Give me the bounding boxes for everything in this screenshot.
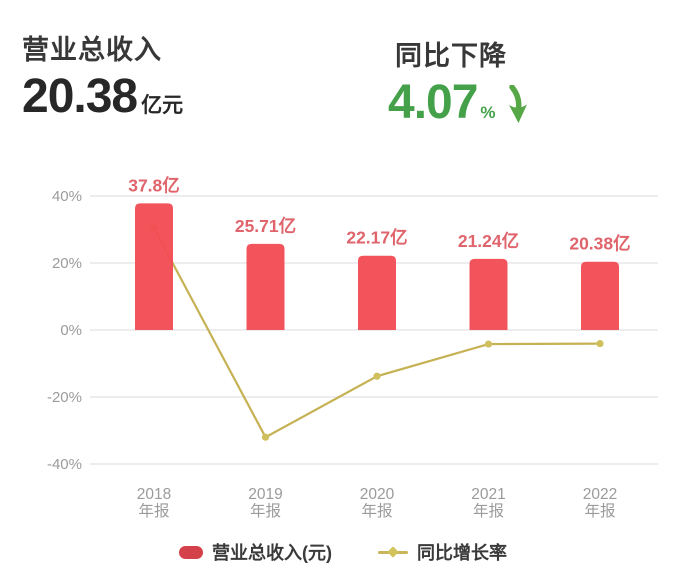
bar-value-label: 22.17亿 <box>346 228 407 248</box>
yoy-decline-value: 4.07 <box>388 76 478 129</box>
x-tick-label: 2019 <box>248 486 282 503</box>
y-tick-label: 20% <box>52 255 82 272</box>
x-tick-label: 2021 <box>471 486 505 503</box>
revenue-growth-chart: 40% 20% 0% -20% -40% 37.8亿 25.71亿 22.17亿 21.24亿 2… <box>47 175 658 520</box>
growth-point-marker <box>484 340 493 348</box>
revenue-bar <box>469 258 508 330</box>
down-arrow-icon <box>504 84 531 130</box>
bar-value-label: 20.38亿 <box>569 234 630 254</box>
total-revenue-value-row: 20.38 亿元 <box>22 70 184 123</box>
x-tick-sublabel: 年报 <box>250 502 281 520</box>
bar-value-label: 37.8亿 <box>128 175 180 195</box>
bar-value-label: 21.24亿 <box>458 231 519 251</box>
y-tick-label: -40% <box>47 456 82 473</box>
x-tick-sublabel: 年报 <box>361 502 392 520</box>
total-revenue-value: 20.38 <box>22 70 138 123</box>
bar-series-swatch-icon <box>179 545 203 559</box>
revenue-bar <box>358 255 396 330</box>
x-tick-sublabel: 年报 <box>138 502 169 520</box>
legend-item-revenue: 营业总收入(元) <box>179 539 332 565</box>
legend-label-growth: 同比增长率 <box>417 543 507 563</box>
legend-item-growth: 同比增长率 <box>378 539 507 565</box>
bar-value-label: 25.71亿 <box>235 216 296 236</box>
yoy-decline-title: 同比下降 <box>395 41 507 71</box>
yoy-decline-value-row: 4.07 % <box>388 76 531 130</box>
y-tick-label: -20% <box>47 389 82 406</box>
y-tick-label: 0% <box>60 322 82 339</box>
revenue-bar <box>246 243 285 330</box>
total-revenue-unit: 亿元 <box>141 94 184 117</box>
x-tick-label: 2020 <box>360 486 395 503</box>
growth-point-marker <box>373 372 381 380</box>
x-tick-sublabel: 年报 <box>473 502 504 520</box>
growth-point-marker <box>596 340 604 348</box>
x-tick-label: 2022 <box>583 486 617 503</box>
total-revenue-title: 营业总收入 <box>22 35 162 65</box>
x-tick-label: 2018 <box>137 486 171 503</box>
yoy-decline-stat: 同比下降 4.07 % <box>388 34 531 128</box>
chart-legend: 营业总收入(元) 同比增长率 <box>0 539 686 565</box>
revenue-bar <box>135 203 173 330</box>
x-tick-sublabel: 年报 <box>584 502 615 520</box>
line-series-swatch-icon <box>378 545 408 559</box>
legend-label-revenue: 营业总收入(元) <box>212 543 332 563</box>
revenue-bar <box>581 261 619 330</box>
total-revenue-stat: 营业总收入 20.38 亿元 <box>22 28 183 122</box>
yoy-decline-unit: % <box>480 103 496 122</box>
growth-point-marker <box>261 433 270 441</box>
y-tick-label: 40% <box>52 188 82 205</box>
